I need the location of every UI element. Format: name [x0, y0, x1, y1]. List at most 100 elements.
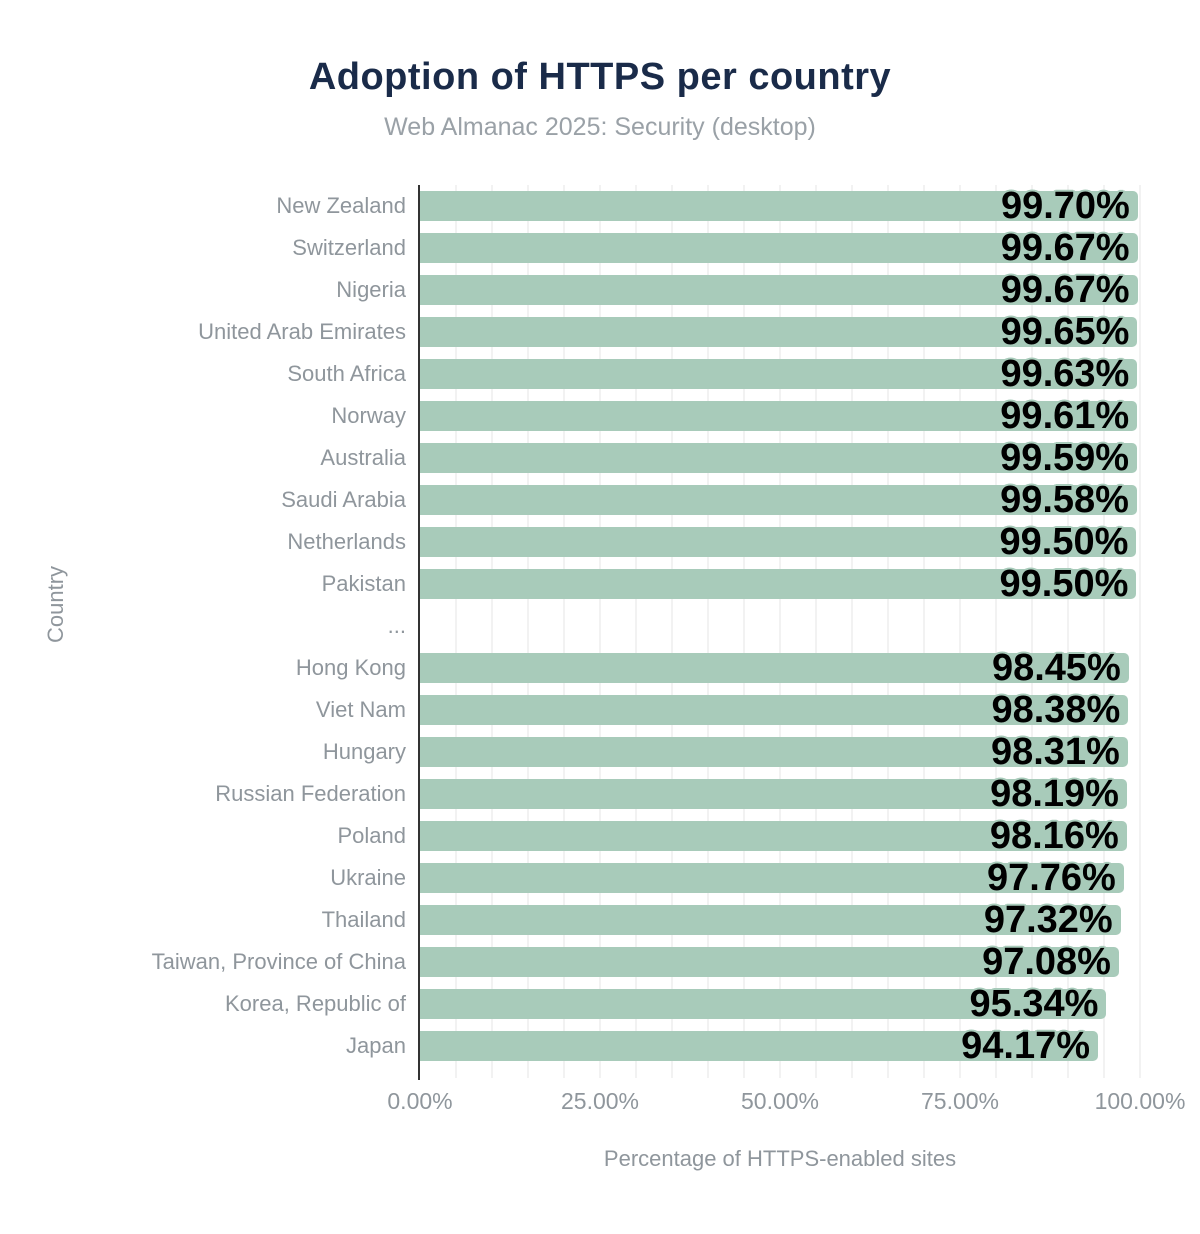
- bar: 94.17%: [420, 1027, 1099, 1065]
- x-tick-label: 0.00%: [387, 1088, 453, 1114]
- category-label: Russian Federation: [215, 781, 406, 806]
- bar: 99.61%: [420, 397, 1138, 435]
- value-label: 99.50%: [999, 521, 1129, 563]
- bar: 99.67%: [420, 271, 1138, 309]
- value-label: 97.76%: [986, 857, 1116, 899]
- chart-row: Hungary 98.31%: [0, 731, 1200, 773]
- chart-row: Hong Kong 98.45%: [0, 647, 1200, 689]
- category-label: Hong Kong: [295, 655, 406, 680]
- gridline: [1067, 185, 1069, 1078]
- value-label: 99.67%: [1000, 269, 1130, 311]
- category-label: South Africa: [287, 361, 406, 386]
- chart-row: Thailand 97.32%: [0, 899, 1200, 941]
- bar: 99.59%: [420, 439, 1138, 477]
- category-label: Korea, Republic of: [225, 991, 406, 1016]
- bar: 99.67%: [420, 229, 1138, 267]
- bar: 99.50%: [420, 565, 1137, 603]
- chart-row: Norway 99.61%: [0, 395, 1200, 437]
- value-label: 98.38%: [991, 689, 1121, 731]
- category-label: Netherlands: [287, 529, 406, 554]
- chart-row: Japan 94.17%: [0, 1025, 1200, 1067]
- category-label: New Zealand: [276, 193, 406, 218]
- value-label: 98.19%: [990, 773, 1119, 815]
- bar: 97.32%: [420, 901, 1121, 939]
- gridline: [779, 185, 781, 1078]
- value-label: 99.65%: [1000, 311, 1130, 353]
- chart-row: South Africa 99.63%: [0, 353, 1200, 395]
- category-label: Hungary: [322, 739, 406, 764]
- gridline: [851, 185, 853, 1078]
- chart-row: Ukraine 97.76%: [0, 857, 1200, 899]
- gridline: [491, 185, 493, 1078]
- chart-row: Australia 99.59%: [0, 437, 1200, 479]
- value-label: 99.61%: [1000, 395, 1130, 437]
- category-label: Norway: [331, 403, 406, 428]
- gridline: [1031, 185, 1033, 1078]
- bar: 99.50%: [420, 523, 1137, 561]
- ellipsis-label: ...: [387, 613, 406, 638]
- value-label: 94.17%: [961, 1025, 1091, 1067]
- bar: 98.45%: [420, 649, 1129, 687]
- gridline: [815, 185, 817, 1078]
- chart-row: Saudi Arabia 99.58%: [0, 479, 1200, 521]
- bar: 98.38%: [420, 691, 1129, 729]
- gridline: [599, 185, 601, 1078]
- chart-subtitle: Web Almanac 2025: Security (desktop): [384, 113, 816, 141]
- chart-title: Adoption of HTTPS per country: [308, 56, 892, 98]
- value-label: 99.58%: [1000, 479, 1129, 521]
- category-label: Pakistan: [321, 571, 406, 596]
- category-label: United Arab Emirates: [198, 319, 406, 344]
- bar: 99.58%: [420, 481, 1137, 519]
- value-label: 98.16%: [989, 815, 1119, 857]
- bar: 99.63%: [420, 355, 1138, 393]
- category-label: Poland: [337, 823, 406, 848]
- category-label: Viet Nam: [315, 697, 406, 722]
- category-label: Switzerland: [292, 235, 406, 260]
- x-tick-label: 50.00%: [740, 1088, 820, 1114]
- bar: 95.34%: [420, 985, 1107, 1023]
- chart-row: Russian Federation 98.19%: [0, 773, 1200, 815]
- x-tick-label: 25.00%: [560, 1088, 640, 1114]
- value-label: 95.34%: [969, 983, 1099, 1025]
- category-label: Thailand: [321, 907, 406, 932]
- chart-row: Poland 98.16%: [0, 815, 1200, 857]
- chart-row: Pakistan 99.50%: [0, 563, 1200, 605]
- chart-row: United Arab Emirates 99.65%: [0, 311, 1200, 353]
- value-label: 98.45%: [991, 647, 1121, 689]
- value-label: 97.08%: [982, 941, 1111, 983]
- chart-row: Netherlands 99.50%: [0, 521, 1200, 563]
- bar: 98.19%: [420, 775, 1127, 813]
- value-label: 99.63%: [1000, 353, 1130, 395]
- gridline: [635, 185, 637, 1078]
- chart-row: Taiwan, Province of China 97.08%: [0, 941, 1200, 983]
- chart-row: Korea, Republic of 95.34%: [0, 983, 1200, 1025]
- category-label: Japan: [346, 1033, 406, 1058]
- bar: 98.16%: [420, 817, 1127, 855]
- bar: 97.08%: [420, 943, 1119, 981]
- gridline: [563, 185, 565, 1078]
- category-label: Nigeria: [336, 277, 406, 302]
- value-label: 99.70%: [1000, 185, 1130, 227]
- category-label: Taiwan, Province of China: [151, 949, 406, 974]
- chart-row: New Zealand 99.70%: [0, 185, 1200, 227]
- gridline: [995, 185, 997, 1078]
- gridline: [959, 185, 961, 1078]
- x-tick-label: 75.00%: [920, 1088, 1000, 1114]
- gridline: [887, 185, 889, 1078]
- gridline: [707, 185, 709, 1078]
- chart-row: Switzerland 99.67%: [0, 227, 1200, 269]
- bar: 98.31%: [420, 733, 1128, 771]
- value-label: 98.31%: [990, 731, 1120, 773]
- value-label: 99.59%: [1000, 437, 1130, 479]
- chart-row: Viet Nam 98.38%: [0, 689, 1200, 731]
- category-label: Ukraine: [330, 865, 406, 890]
- x-tick-label: 100.00%: [1094, 1088, 1186, 1114]
- gridline: [527, 185, 529, 1078]
- gridline: [1139, 185, 1141, 1078]
- gridline: [923, 185, 925, 1078]
- bar: 99.65%: [420, 313, 1138, 351]
- y-axis-line: [418, 185, 420, 1080]
- gridline: [455, 185, 457, 1078]
- chart-row: ...: [0, 605, 1200, 647]
